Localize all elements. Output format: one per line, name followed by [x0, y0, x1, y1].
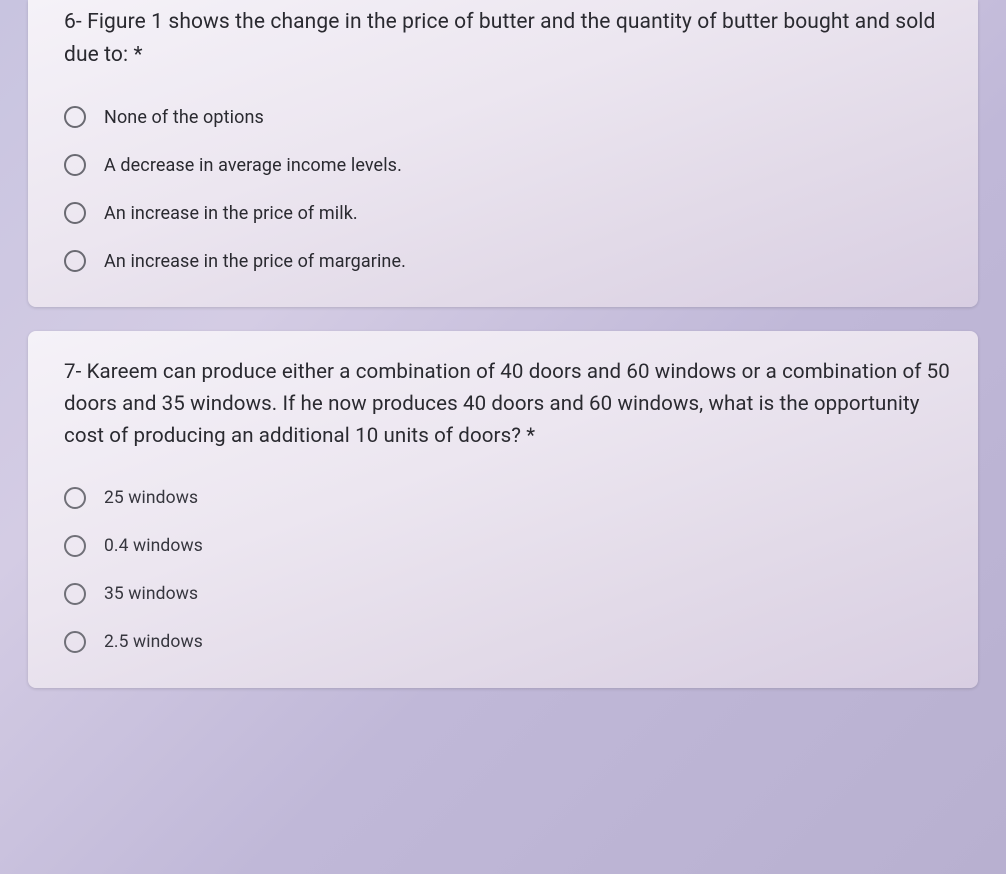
option-row[interactable]: 0.4 windows: [56, 522, 950, 570]
option-label: 25 windows: [104, 488, 198, 508]
option-label: None of the options: [104, 107, 264, 128]
radio-icon[interactable]: [64, 535, 86, 557]
question-text: 6- Figure 1 shows the change in the pric…: [56, 0, 950, 93]
option-row[interactable]: 25 windows: [56, 474, 950, 522]
option-row[interactable]: A decrease in average income levels.: [56, 141, 950, 189]
option-label: An increase in the price of margarine.: [104, 251, 406, 272]
option-label: 0.4 windows: [104, 536, 203, 556]
option-label: 2.5 windows: [104, 632, 203, 652]
radio-icon[interactable]: [64, 487, 86, 509]
radio-icon[interactable]: [64, 202, 86, 224]
radio-icon[interactable]: [64, 583, 86, 605]
radio-icon[interactable]: [64, 154, 86, 176]
option-label: A decrease in average income levels.: [104, 155, 402, 176]
question-text: 7- Kareem can produce either a combinati…: [56, 331, 950, 474]
option-label: 35 windows: [104, 584, 198, 604]
radio-icon[interactable]: [64, 106, 86, 128]
option-row[interactable]: 2.5 windows: [56, 618, 950, 666]
option-row[interactable]: None of the options: [56, 93, 950, 141]
option-row[interactable]: An increase in the price of margarine.: [56, 237, 950, 285]
radio-icon[interactable]: [64, 631, 86, 653]
option-row[interactable]: 35 windows: [56, 570, 950, 618]
option-row[interactable]: An increase in the price of milk.: [56, 189, 950, 237]
question-card-7: 7- Kareem can produce either a combinati…: [28, 331, 978, 688]
question-card-6: 6- Figure 1 shows the change in the pric…: [28, 0, 978, 307]
radio-icon[interactable]: [64, 250, 86, 272]
option-label: An increase in the price of milk.: [104, 203, 358, 224]
